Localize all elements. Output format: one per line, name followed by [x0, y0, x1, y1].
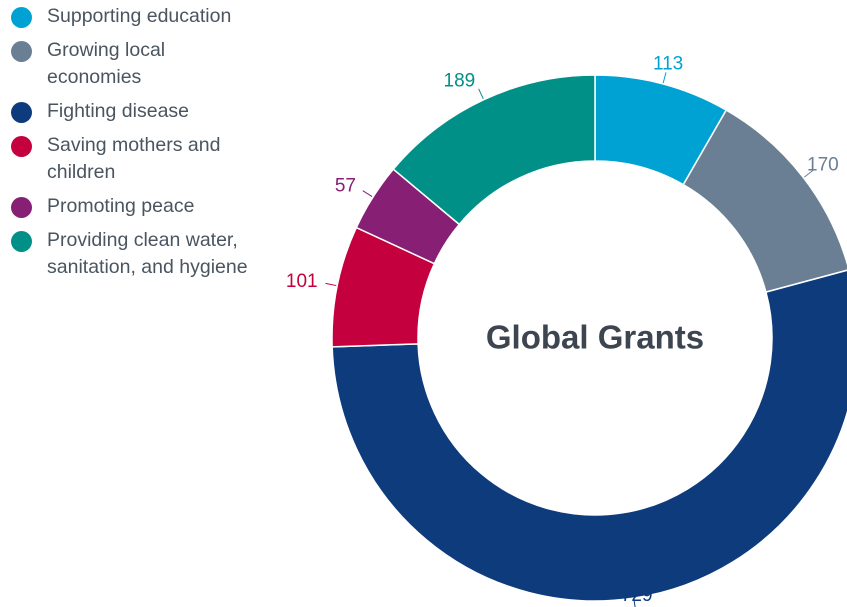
legend-label: Growing local economies	[47, 39, 166, 88]
leader-line	[633, 599, 636, 607]
data-label: 57	[335, 175, 356, 196]
legend-item: Fighting disease	[8, 100, 278, 125]
legend-label: Providing clean water, sanitation, and h…	[47, 229, 248, 278]
legend-label: Fighting disease	[47, 100, 190, 122]
data-label: 729	[621, 585, 653, 606]
legend-swatch	[11, 197, 32, 218]
data-label: 101	[286, 271, 318, 292]
legend-swatch	[11, 102, 32, 123]
leader-line	[478, 88, 484, 100]
legend-item: Growing local economies	[8, 39, 278, 91]
legend-swatch	[11, 41, 32, 62]
legend-label: Promoting peace	[47, 195, 195, 217]
data-label: 170	[807, 155, 839, 176]
legend-item: Providing clean water, sanitation, and h…	[8, 229, 278, 281]
donut-slice	[682, 109, 847, 294]
leader-line	[662, 72, 667, 84]
legend: Supporting education Growing local econom…	[8, 5, 278, 291]
legend-item: Promoting peace	[8, 195, 278, 220]
legend-swatch	[11, 136, 32, 157]
leader-line	[804, 170, 814, 178]
leader-line	[325, 282, 337, 287]
donut-slice	[392, 74, 596, 226]
data-label: 189	[444, 71, 476, 92]
donut-slice	[331, 269, 847, 602]
center-text: Global Grants	[486, 319, 704, 356]
legend-label: Saving mothers and children	[47, 134, 221, 183]
legend-swatch	[11, 7, 32, 28]
leader-line	[362, 190, 373, 198]
legend-item: Supporting education	[8, 5, 278, 30]
legend-label: Supporting education	[47, 5, 232, 27]
legend-swatch	[11, 231, 32, 252]
legend-item: Saving mothers and children	[8, 134, 278, 186]
data-label: 113	[653, 54, 683, 75]
